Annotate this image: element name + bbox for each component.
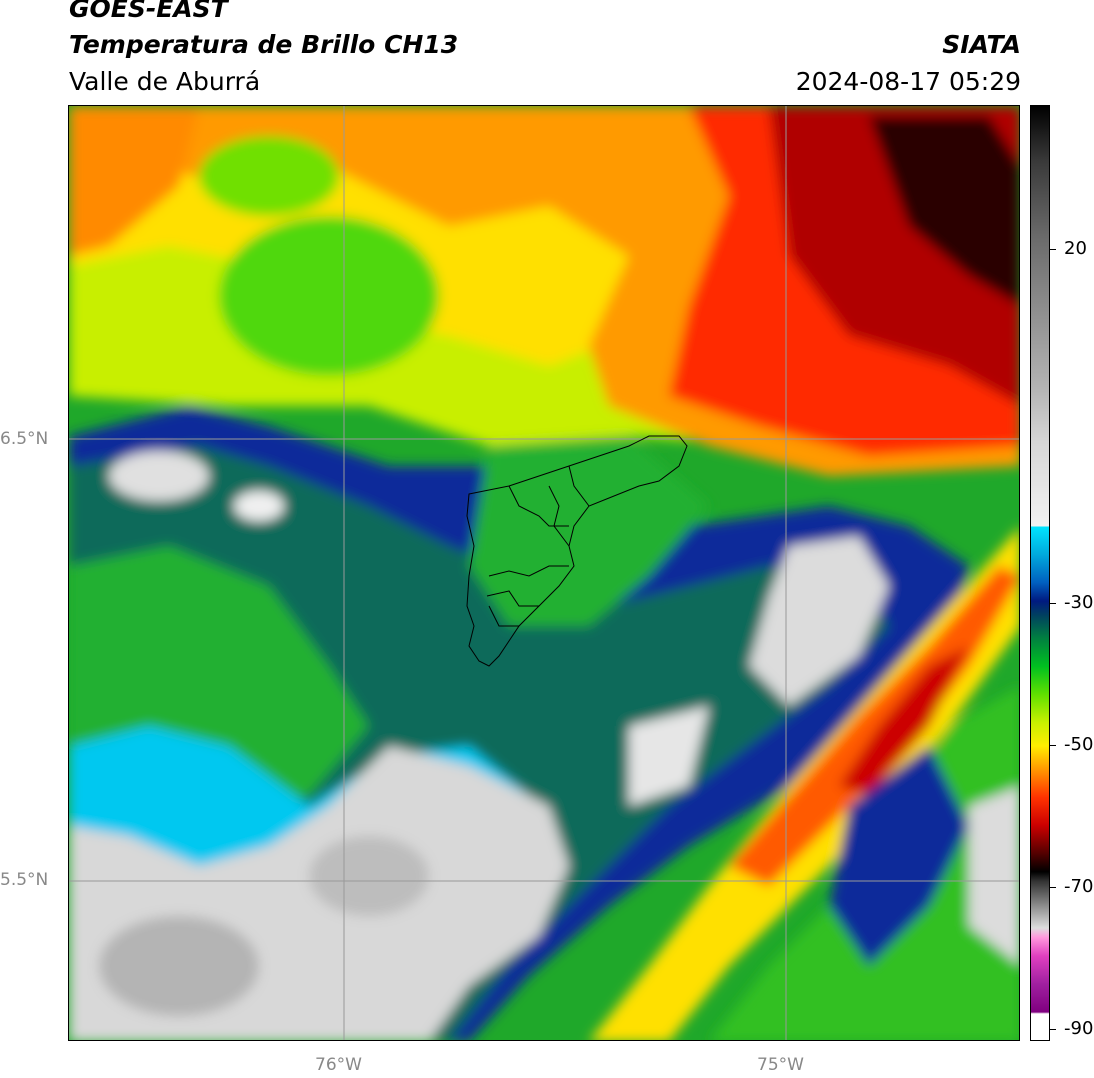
- colorbar-tick-mark: [1049, 887, 1056, 888]
- black-core: [869, 116, 1019, 305]
- lat-label-5.5: 5.5°N: [0, 870, 49, 890]
- colorbar-tick-minus30: -30: [1064, 592, 1094, 613]
- cold-tops-right: [749, 536, 889, 706]
- colorbar-tick-minus90: -90: [1064, 1018, 1094, 1039]
- organization-label: SIATA: [942, 30, 1021, 59]
- lon-label-75: 75°W: [757, 1055, 804, 1075]
- colorbar-tick-minus50: -50: [1064, 734, 1094, 755]
- region-subtitle: Valle de Aburrá: [69, 67, 261, 96]
- colorbar-tick-mark: [1049, 603, 1056, 604]
- colorbar-tick-mark: [1049, 1029, 1056, 1030]
- product-title: Temperatura de Brillo CH13: [69, 30, 459, 59]
- lat-label-6.5: 6.5°N: [0, 429, 49, 449]
- colorbar-tick-mark: [1049, 249, 1056, 250]
- municipal-boundaries: [466, 435, 688, 667]
- green-patch: [219, 216, 439, 376]
- lon-label-76: 76°W: [315, 1055, 362, 1075]
- colorbar-tick-minus70: -70: [1064, 876, 1094, 897]
- temperature-colorbar: [1030, 105, 1050, 1041]
- satellite-title: GOES-EAST: [69, 0, 228, 23]
- satellite-map[interactable]: [68, 105, 1020, 1041]
- colorbar-tick-20: 20: [1064, 238, 1087, 259]
- datetime-label: 2024-08-17 05:29: [795, 67, 1021, 96]
- colorbar-tick-mark: [1049, 745, 1056, 746]
